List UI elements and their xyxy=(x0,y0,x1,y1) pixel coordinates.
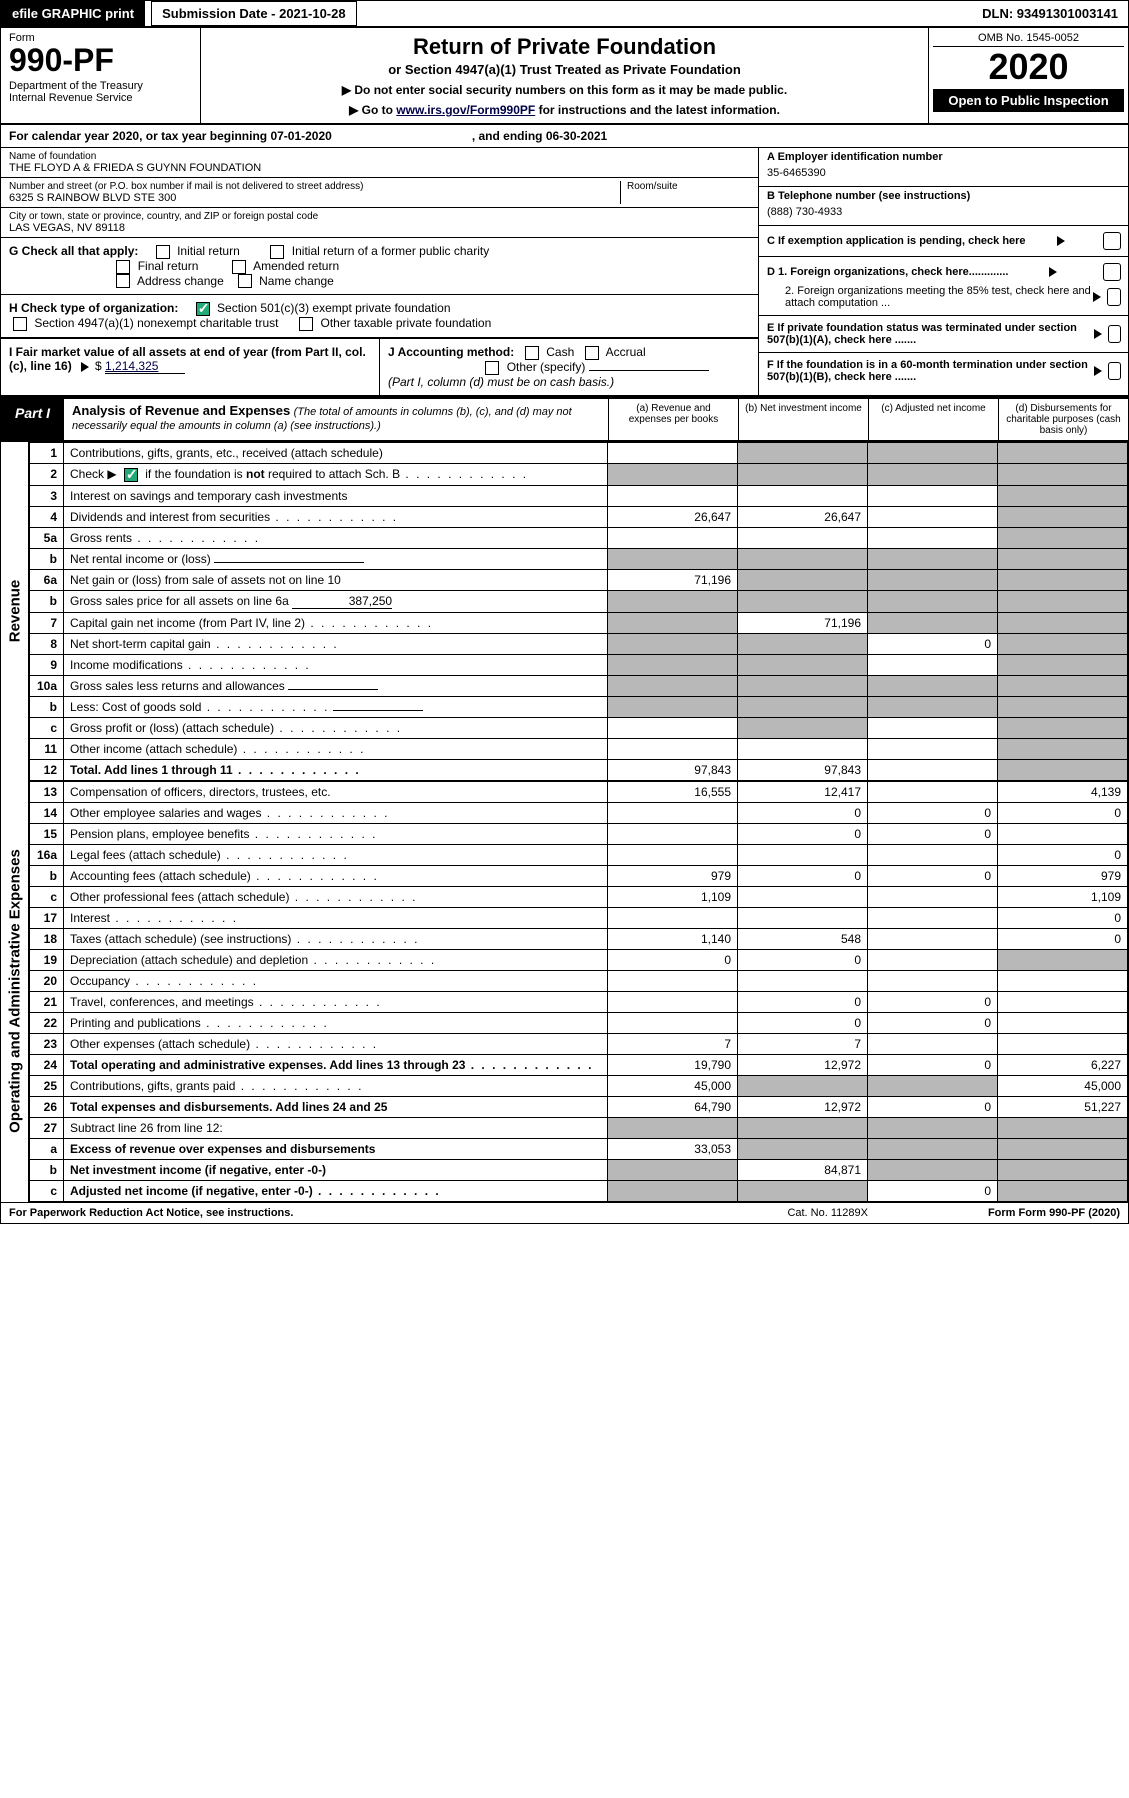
tax-year: 2020 xyxy=(933,47,1124,87)
phone-label: B Telephone number (see instructions) xyxy=(767,190,1120,202)
omb-number: OMB No. 1545-0052 xyxy=(933,32,1124,47)
arrow-icon xyxy=(1049,267,1057,277)
chk-schb[interactable] xyxy=(124,468,138,482)
chk-other-method[interactable] xyxy=(485,361,499,375)
j-section: J Accounting method: Cash Accrual Other … xyxy=(380,339,758,395)
f-label: F If the foundation is in a 60-month ter… xyxy=(767,359,1094,383)
chk-501c3[interactable] xyxy=(196,302,210,316)
h-check-row: H Check type of organization: Section 50… xyxy=(1,295,758,338)
d1-label: D 1. Foreign organizations, check here..… xyxy=(767,266,1008,278)
arrow-icon xyxy=(81,362,89,372)
open-to-public: Open to Public Inspection xyxy=(933,89,1124,112)
g-check-row: G Check all that apply: Initial return I… xyxy=(1,238,758,295)
city-state-zip: LAS VEGAS, NV 89118 xyxy=(9,222,750,234)
calendar-year-row: For calendar year 2020, or tax year begi… xyxy=(1,125,1128,148)
instr-2: ▶ Go to www.irs.gov/Form990PF for instru… xyxy=(211,103,918,117)
e-label: E If private foundation status was termi… xyxy=(767,322,1094,346)
irs-link[interactable]: www.irs.gov/Form990PF xyxy=(396,103,535,117)
col-b-header: (b) Net investment income xyxy=(738,399,868,440)
arrow-icon xyxy=(1057,236,1065,246)
form-title: Return of Private Foundation xyxy=(211,34,918,60)
d2-label: 2. Foreign organizations meeting the 85%… xyxy=(767,285,1093,309)
dept-text: Department of the Treasury Internal Reve… xyxy=(9,80,192,104)
chk-d1[interactable] xyxy=(1103,263,1121,281)
chk-d2[interactable] xyxy=(1107,288,1121,306)
col-a-header: (a) Revenue and expenses per books xyxy=(608,399,738,440)
ein-value: 35-6465390 xyxy=(767,163,1120,183)
address: 6325 S RAINBOW BLVD STE 300 xyxy=(9,192,620,204)
pra-notice: For Paperwork Reduction Act Notice, see … xyxy=(9,1207,293,1219)
top-bar: efile GRAPHIC print Submission Date - 20… xyxy=(1,1,1128,28)
form-no-footer: Form Form 990-PF (2020) xyxy=(988,1207,1120,1219)
chk-accrual[interactable] xyxy=(585,346,599,360)
foundation-name: THE FLOYD A & FRIEDA S GUYNN FOUNDATION xyxy=(9,162,750,174)
name-label: Name of foundation xyxy=(9,151,750,162)
form-subtitle: or Section 4947(a)(1) Trust Treated as P… xyxy=(211,62,918,77)
room-label: Room/suite xyxy=(627,181,750,192)
chk-e[interactable] xyxy=(1108,325,1121,343)
expenses-table: 13Compensation of officers, directors, t… xyxy=(29,781,1128,1202)
chk-c[interactable] xyxy=(1103,232,1121,250)
part-1-tag: Part I xyxy=(1,399,64,440)
page-footer: For Paperwork Reduction Act Notice, see … xyxy=(1,1202,1128,1223)
chk-address-change[interactable] xyxy=(116,274,130,288)
chk-name-change[interactable] xyxy=(238,274,252,288)
instr-1: ▶ Do not enter social security numbers o… xyxy=(211,83,918,97)
ein-label: A Employer identification number xyxy=(767,151,1120,163)
revenue-side-label: Revenue xyxy=(1,442,29,781)
arrow-icon xyxy=(1093,292,1101,302)
arrow-icon xyxy=(1094,329,1102,339)
col-d-header: (d) Disbursements for charitable purpose… xyxy=(998,399,1128,440)
chk-4947[interactable] xyxy=(13,317,27,331)
form-number: 990-PF xyxy=(9,44,192,76)
chk-final-return[interactable] xyxy=(116,260,130,274)
chk-amended[interactable] xyxy=(232,260,246,274)
part-1-title: Analysis of Revenue and Expenses (The to… xyxy=(64,399,608,440)
fmv-link[interactable]: 1,214,325 xyxy=(105,359,185,374)
i-section: I Fair market value of all assets at end… xyxy=(1,339,380,395)
addr-label: Number and street (or P.O. box number if… xyxy=(9,181,620,192)
revenue-table: 1Contributions, gifts, grants, etc., rec… xyxy=(29,442,1128,781)
phone-value: (888) 730-4933 xyxy=(767,202,1120,222)
cat-no: Cat. No. 11289X xyxy=(787,1207,868,1219)
chk-initial-return[interactable] xyxy=(156,245,170,259)
efile-button[interactable]: efile GRAPHIC print xyxy=(1,1,145,26)
chk-other-taxable[interactable] xyxy=(299,317,313,331)
chk-initial-former[interactable] xyxy=(270,245,284,259)
c-label: C If exemption application is pending, c… xyxy=(767,235,1026,247)
arrow-icon xyxy=(1094,366,1102,376)
col-c-header: (c) Adjusted net income xyxy=(868,399,998,440)
dln: DLN: 93491301003141 xyxy=(972,2,1128,25)
chk-f[interactable] xyxy=(1108,362,1121,380)
expenses-side-label: Operating and Administrative Expenses xyxy=(1,781,29,1202)
submission-date: Submission Date - 2021-10-28 xyxy=(151,1,357,26)
city-label: City or town, state or province, country… xyxy=(9,211,750,222)
chk-cash[interactable] xyxy=(525,346,539,360)
form-header: Form 990-PF Department of the Treasury I… xyxy=(1,28,1128,125)
